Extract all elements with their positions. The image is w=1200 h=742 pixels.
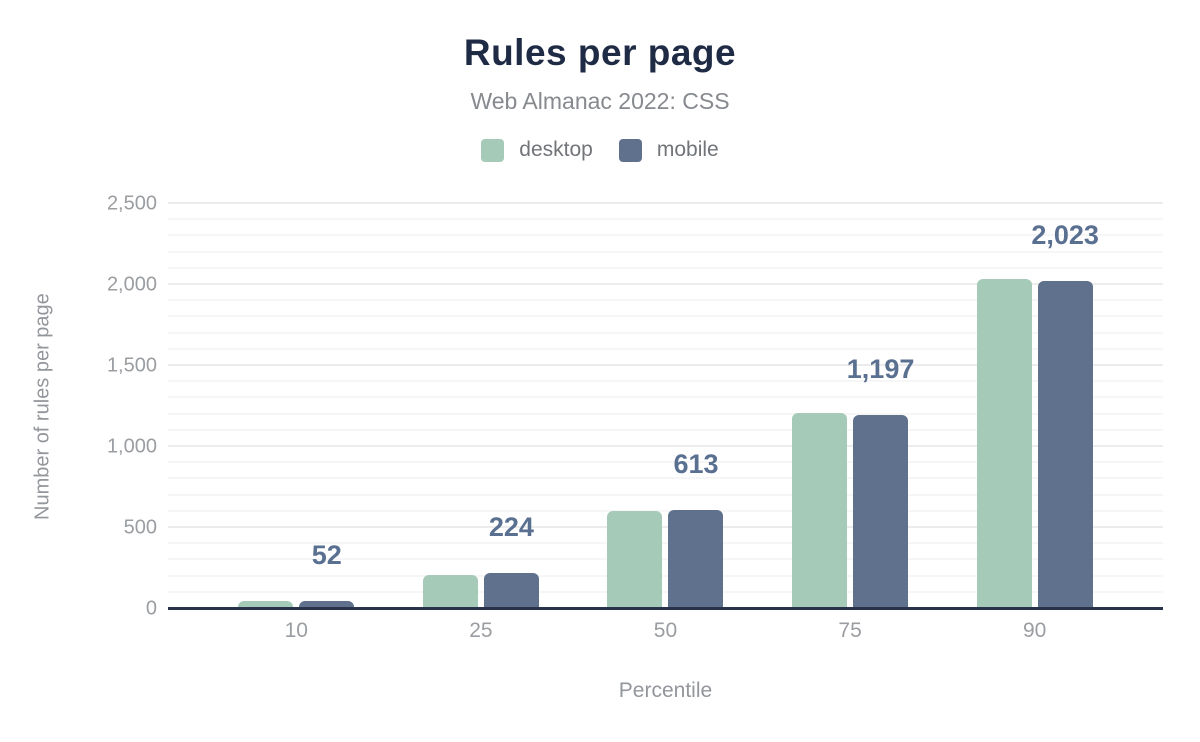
x-axis-tick-label: 90 [1022,619,1047,642]
y-axis-tick-label: 0 [145,597,157,620]
gridline-minor [168,558,1163,561]
desktop-swatch-icon [481,138,505,162]
mobile-bar-p10[interactable]: 52 [299,540,355,609]
mobile-bar-p75[interactable]: 1,197 [847,354,914,609]
desktop-bar-p25[interactable] [422,575,478,609]
gridline-minor [168,218,1163,221]
y-axis-ticks: 0 500 1,000 1,500 2,000 2,500 [0,193,157,620]
gridline-minor [168,250,1163,253]
gridline-minor [168,299,1163,302]
desktop-bar-p10[interactable] [238,601,294,609]
gridline-major [168,526,1163,528]
data-label: 1,197 [846,354,915,385]
gridline-minor [168,590,1163,593]
gridline-minor [168,331,1163,334]
mobile-swatch-icon [618,138,642,162]
gridline-minor [168,493,1163,496]
mobile-bar-p90[interactable]: 2,023 [1031,220,1099,609]
x-axis-tick-label: 10 [284,619,308,642]
gridline-minor [168,396,1163,399]
gridline-minor [168,509,1163,512]
y-axis-tick-label: 2,000 [106,273,157,296]
gridline-minor [168,428,1163,431]
gridline-minor [168,477,1163,480]
gridline-minor [168,315,1163,318]
y-axis-tick-label: 1,000 [106,435,157,458]
bar-group-p75: 1,197 [758,204,943,609]
x-axis-tick-label: 25 [469,619,493,642]
legend-item-desktop[interactable]: desktop [481,138,593,162]
gridline-major [168,364,1163,366]
gridline-minor [168,347,1163,350]
gridline-minor [168,461,1163,464]
chart-subtitle: Web Almanac 2022: CSS [470,88,730,114]
mobile-bar-p25[interactable]: 224 [483,512,539,609]
bar-group-p10: 52 [204,204,389,609]
x-axis-tick-label: 75 [838,619,862,642]
legend-label: mobile [656,138,719,161]
y-axis-tick-label: 500 [123,516,157,539]
y-axis-tick-label: 2,500 [106,192,157,215]
legend: desktop mobile [0,138,1200,162]
desktop-bar-p90[interactable] [976,279,1032,609]
data-label: 2,023 [1031,220,1099,251]
gridline-major [168,445,1163,447]
bar-groups: 52 224 613 1,197 2,023 [168,204,1163,609]
gridline-minor [168,234,1163,237]
legend-item-mobile[interactable]: mobile [618,138,719,162]
y-axis-tick-label: 1,500 [106,354,157,377]
gridline-major [168,202,1163,204]
gridline-minor [168,266,1163,269]
desktop-bar-p75[interactable] [792,412,848,609]
plot-area: 52 224 613 1,197 2,023 [168,202,1163,610]
x-axis-line [168,607,1163,610]
chart-title: Rules per page [463,32,737,73]
gridline-minor [168,542,1163,545]
x-axis-tick-label: 50 [653,619,678,642]
data-label: 224 [488,511,534,542]
gridline-major [168,283,1163,285]
bar-group-p50: 613 [573,204,758,609]
mobile-bar-p50[interactable]: 613 [668,449,724,609]
x-axis-title: Percentile [618,679,713,702]
gridline-minor [168,574,1163,577]
desktop-bar-p50[interactable] [607,510,663,609]
bar-group-p25: 224 [389,204,574,609]
legend-label: desktop [519,138,593,161]
gridline-minor [168,412,1163,415]
bar-group-p90: 2,023 [942,204,1127,609]
gridline-minor [168,380,1163,383]
x-axis-ticks: 10 25 50 75 90 [168,619,1163,643]
data-label: 613 [673,448,719,479]
data-label: 52 [311,539,342,570]
